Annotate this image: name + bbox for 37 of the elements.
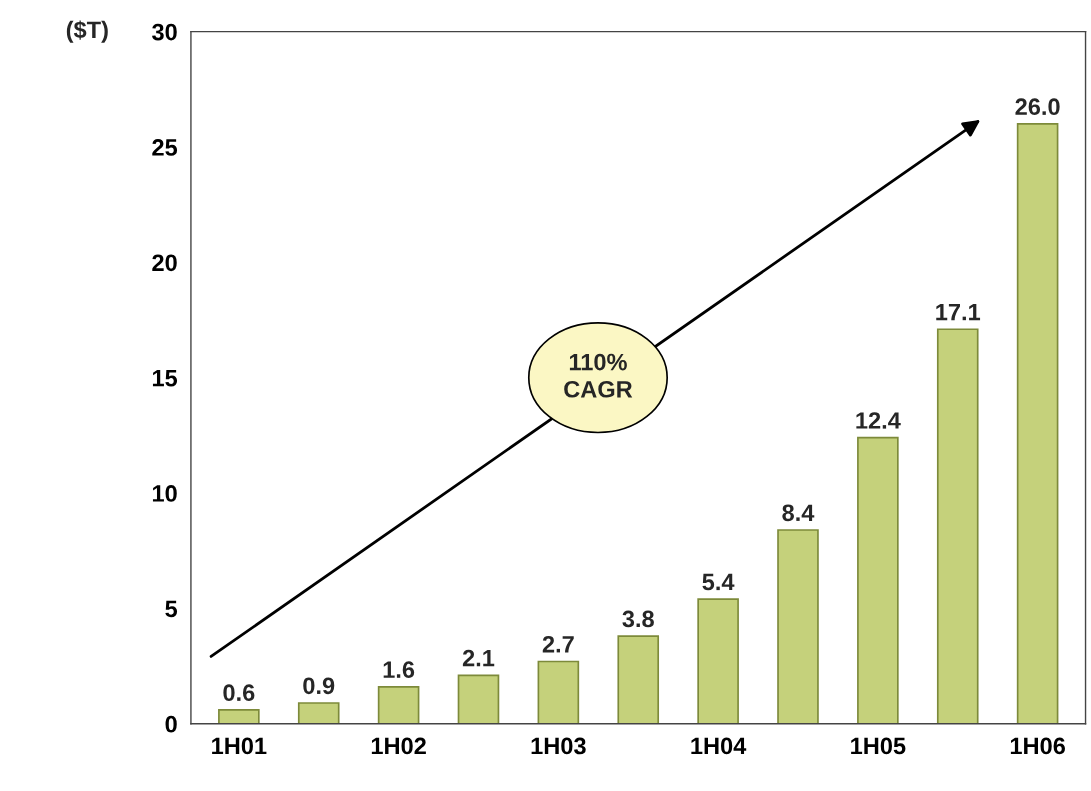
y-tick-label: 30 [152,23,177,41]
y-tick-label: 5 [165,600,178,618]
x-tick-label: 1H04 [691,737,747,755]
x-tick-label: 1H03 [531,737,586,755]
data-label: 8.4 [782,504,815,522]
bar [1016,123,1059,724]
bar [936,328,979,724]
x-tick-label: 1H01 [212,737,267,755]
data-label: 0.6 [223,684,255,702]
bar [617,635,660,724]
bar [537,660,580,724]
data-label: 5.4 [702,573,735,591]
bar [377,686,420,724]
data-label: 2.1 [462,649,495,667]
y-tick-label: 0 [165,715,177,733]
data-label: 26.0 [1015,98,1060,116]
bar [697,598,739,724]
data-label: 2.7 [542,635,574,653]
bar [218,709,260,724]
y-tick-label: 25 [152,139,178,156]
y-tick-label: 10 [152,485,177,502]
x-tick-label: 1H02 [371,737,426,755]
annotation: 110% CAGR [564,353,633,398]
bar [457,674,500,724]
y-tick-label: 20 [152,254,177,272]
data-label: 17.1 [936,303,981,321]
data-label: 0.9 [303,677,335,695]
x-tick-label: 1H06 [1010,737,1065,755]
data-label: 12.4 [856,412,901,429]
y-tick-label: 15 [152,370,178,387]
bar [857,436,899,724]
x-tick-label: 1H05 [851,737,906,755]
data-label: 3.8 [622,610,654,628]
y-axis-title: ($T) [66,20,108,43]
bar [777,529,819,724]
data-label: 1.6 [383,661,415,679]
bar [297,702,340,724]
